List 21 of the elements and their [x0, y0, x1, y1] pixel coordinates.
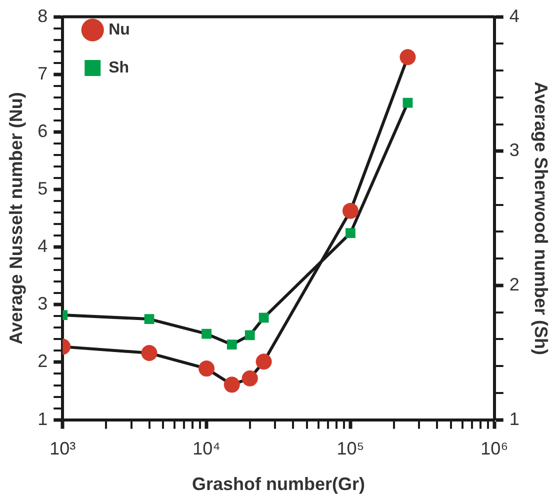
y-tick-label: 1	[38, 408, 48, 429]
legend-label: Sh	[108, 59, 130, 76]
y2-tick-label: 3	[509, 140, 520, 160]
legend-label: Nu	[108, 21, 130, 38]
y2-tick-label: 1	[509, 408, 520, 429]
y-tick-label: 3	[38, 294, 48, 314]
x-axis-title: Grashof number(Gr)	[192, 474, 366, 494]
y2-tick-label: 4	[509, 6, 520, 26]
y-tick-label: 6	[38, 120, 48, 141]
y-tick-label: 2	[38, 351, 48, 372]
x-tick-label: 10⁶	[480, 438, 508, 459]
y-tick-label: 4	[38, 236, 48, 256]
y-tick-label: 5	[38, 178, 48, 198]
y-tick-label: 7	[38, 63, 48, 84]
y-tick-label: 8	[38, 6, 48, 26]
y2-axis-title: Average Sherwood number (Sh)	[531, 82, 552, 355]
x-tick-label: 10⁴	[192, 438, 220, 459]
x-tick-label: 10³	[50, 438, 76, 459]
y-axis-title: Average Nusselt number (Nu)	[6, 92, 26, 344]
x-tick-label: 10⁵	[336, 438, 364, 459]
y2-tick-label: 2	[509, 274, 520, 294]
